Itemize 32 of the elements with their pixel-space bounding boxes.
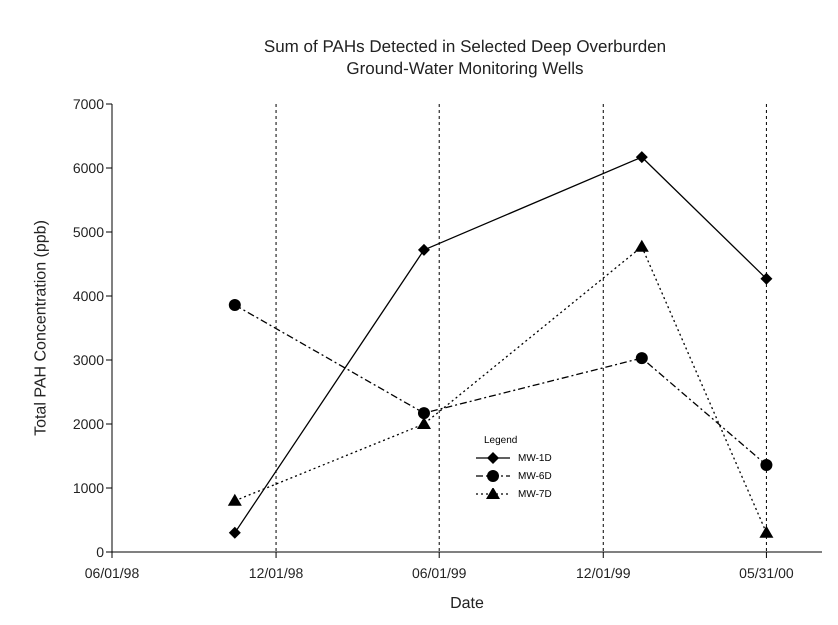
x-tick-label: 06/01/99 bbox=[412, 564, 467, 581]
x-tick-label: 06/01/98 bbox=[84, 564, 140, 581]
point bbox=[228, 526, 241, 539]
x-axis-title: Date bbox=[450, 595, 484, 612]
x-tick-label: 12/01/99 bbox=[576, 564, 631, 581]
y-tick-label: 7000 bbox=[72, 96, 104, 112]
legend-label: MW-7D bbox=[518, 488, 552, 500]
y-axis-title: Total PAH Concentration (ppb) bbox=[32, 220, 50, 436]
legend-title: Legend bbox=[484, 435, 518, 446]
x-tick-label: 05/31/00 bbox=[739, 564, 794, 581]
point bbox=[418, 407, 430, 420]
x-tick-label: 12/01/98 bbox=[248, 564, 304, 581]
point bbox=[228, 298, 241, 311]
y-tick-label: 6000 bbox=[72, 160, 104, 176]
point bbox=[636, 151, 648, 164]
point bbox=[760, 272, 772, 285]
point bbox=[760, 458, 772, 471]
y-tick-label: 3000 bbox=[72, 352, 104, 368]
legend-label: MW-6D bbox=[518, 470, 552, 482]
point bbox=[228, 494, 242, 506]
y-tick-label: 2000 bbox=[72, 416, 104, 432]
point bbox=[416, 417, 431, 429]
point bbox=[759, 526, 774, 538]
point bbox=[418, 244, 430, 256]
y-tick-label: 1000 bbox=[72, 480, 104, 496]
chart-title: Sum of PAHs Detected in Selected Deep Overburden Ground-Water Monitoring Wells bbox=[262, 36, 668, 80]
y-tick-label: 5000 bbox=[72, 224, 104, 240]
y-tick-label: 0 bbox=[96, 544, 104, 560]
point bbox=[636, 352, 648, 364]
point bbox=[634, 240, 649, 252]
y-tick-label: 4000 bbox=[72, 288, 104, 304]
legend-label: MW-1D bbox=[518, 452, 552, 464]
